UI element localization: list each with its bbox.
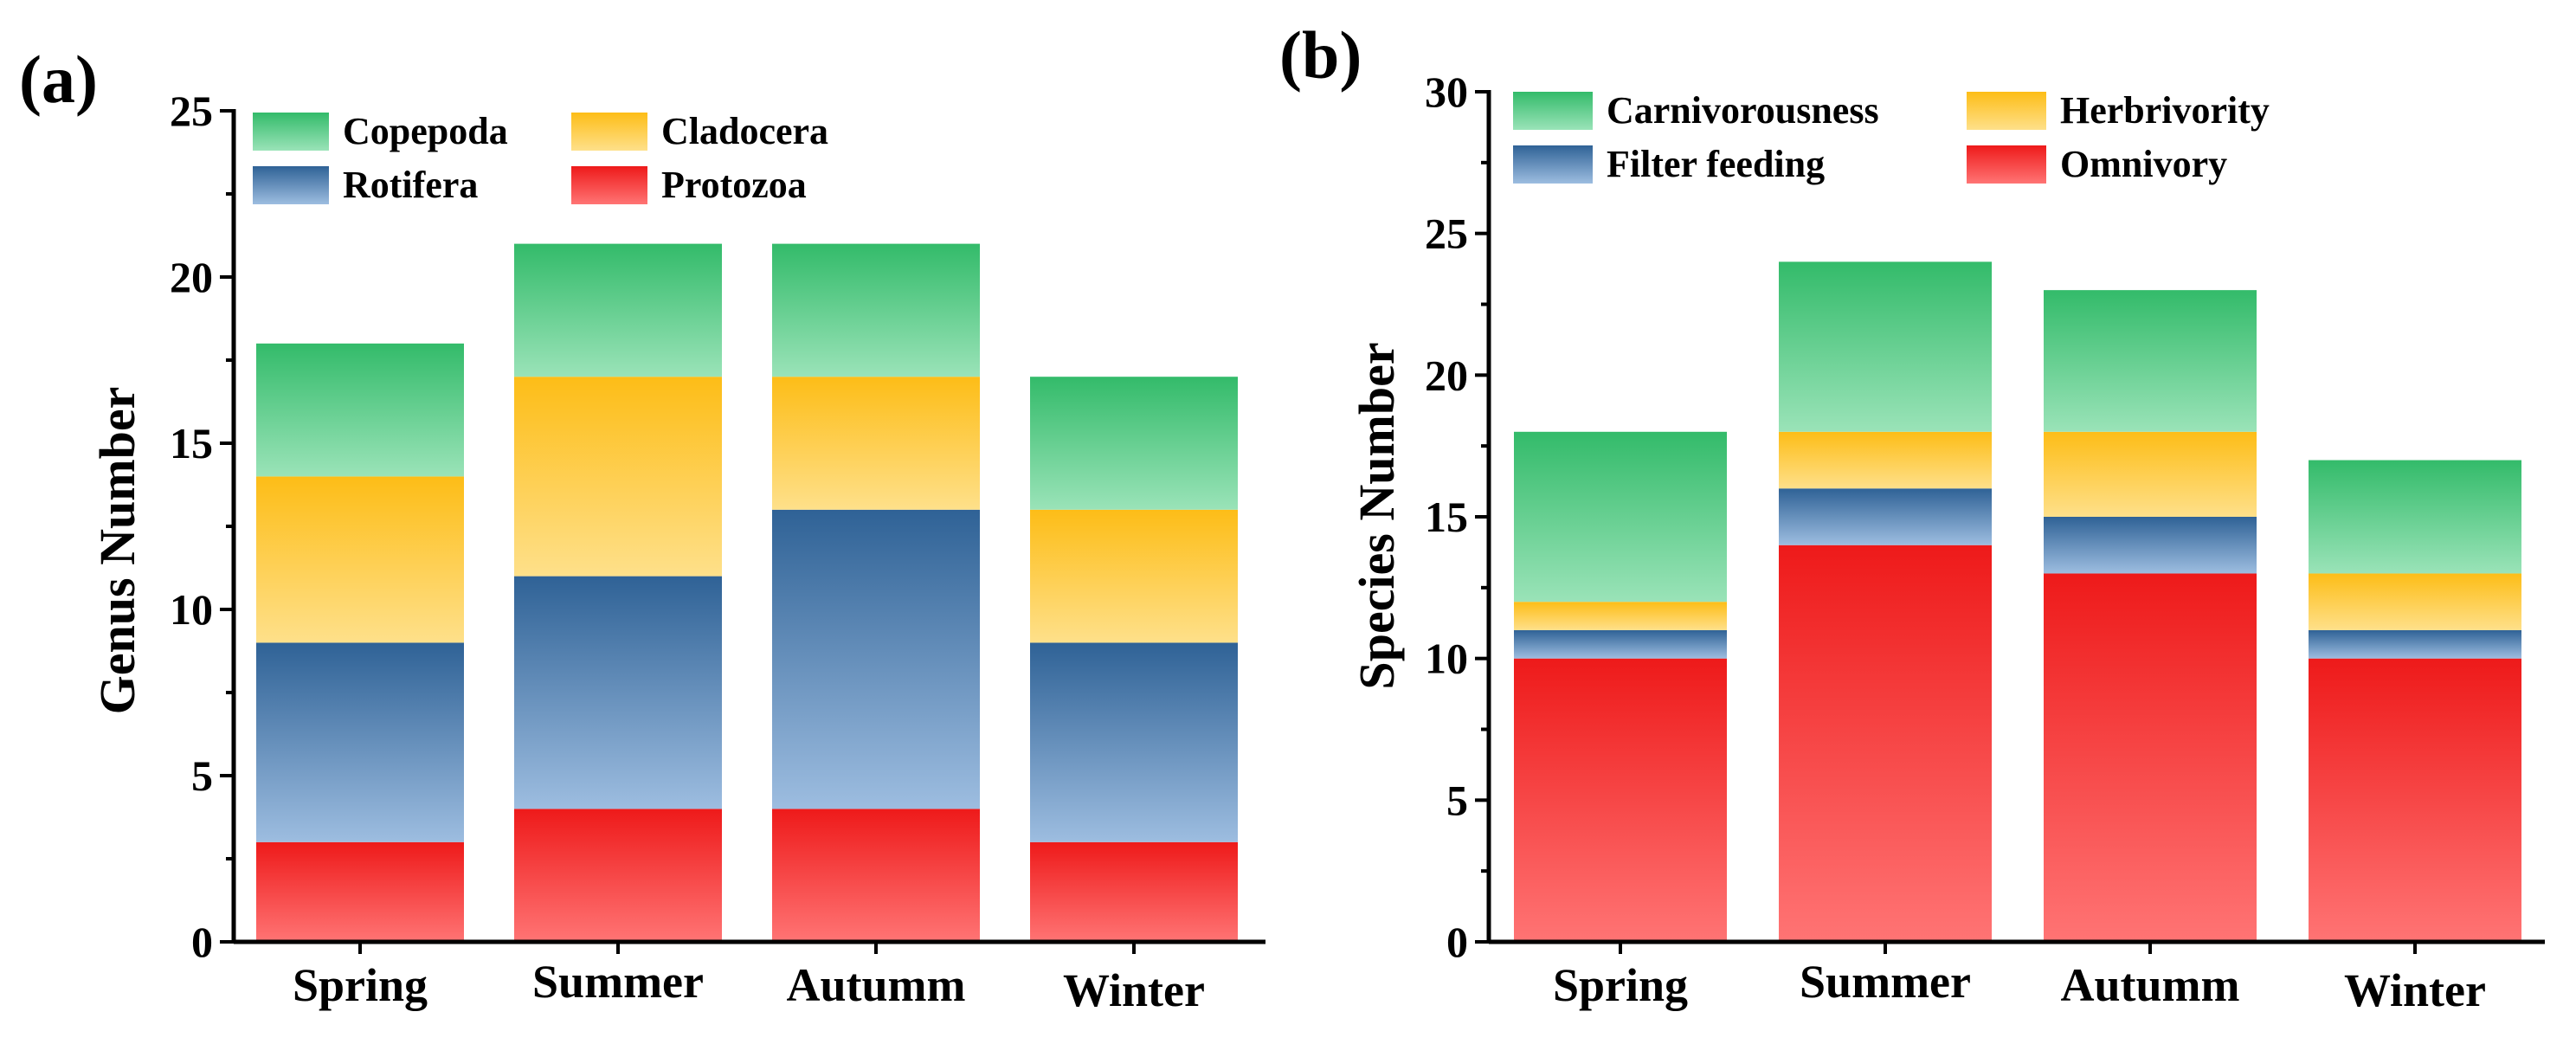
panel-label-a: (a) <box>19 42 98 117</box>
legend-swatch--b--omnivory <box>1967 145 2046 184</box>
bar--b--spring-carnivorousness <box>1514 431 1727 603</box>
legend-label--a--rotifera: Rotifera <box>343 164 478 206</box>
bar--a--autumm-copepoda <box>772 243 980 377</box>
legend-swatch--b--herbrivority <box>1967 92 2046 130</box>
legend-label--b--herbrivority: Herbrivority <box>2060 89 2270 132</box>
legend-swatch--a--rotifera <box>253 166 329 204</box>
x-tick-label--b--winter: Winter <box>2344 964 2486 1016</box>
bar--b--winter-omnivory <box>2309 658 2521 942</box>
axes-b: 0 5 10 15 20 25 30 Spring Summer Autumm Winter <box>1425 68 2545 1016</box>
bar--a--spring-rotifera <box>256 642 464 842</box>
y-tick-label--a--0: 0 <box>191 918 213 966</box>
bar--a--summer-cladocera <box>514 377 722 577</box>
bar--a--winter-copepoda <box>1030 377 1238 510</box>
bar--a--winter-rotifera <box>1030 642 1238 842</box>
legend-label--a--cladocera: Cladocera <box>661 110 828 152</box>
y-tick-label--b--4: 20 <box>1425 351 1468 399</box>
legend-swatch--a--protozoa <box>571 166 647 204</box>
bar--a--summer-copepoda <box>514 243 722 377</box>
bar--b--summer-omnivory <box>1779 545 1992 942</box>
y-tick-label--a--4: 20 <box>170 253 213 301</box>
bar--a--autumm-rotifera <box>772 509 980 809</box>
y-tick-label--a--3: 15 <box>170 419 213 467</box>
legend-label--b--omnivory: Omnivory <box>2060 143 2227 185</box>
bar--a--winter-cladocera <box>1030 509 1238 643</box>
bar--a--autumm-protozoa <box>772 809 980 942</box>
legend-swatch--a--cladocera <box>571 113 647 151</box>
bar--b--summer-filter-feeding <box>1779 488 1992 545</box>
bar--a--spring-copepoda <box>256 343 464 477</box>
legend-swatch--a--copepoda <box>253 113 329 151</box>
y-tick-label--a--1: 5 <box>191 751 213 800</box>
legend-label--b--filter-feeding: Filter feeding <box>1607 143 1825 185</box>
y-axis-title-b: Species Number <box>1349 342 1405 689</box>
x-tick-label--a--autumm: Autumm <box>786 959 965 1011</box>
y-tick-label--a--5: 25 <box>170 87 213 135</box>
bar--b--autumm-herbrivority <box>2044 431 2257 517</box>
bar--b--autumm-carnivorousness <box>2044 290 2257 432</box>
bar--a--spring-cladocera <box>256 476 464 643</box>
legend-label--a--copepoda: Copepoda <box>343 110 508 152</box>
x-tick-label--b--autumm: Autumm <box>2060 959 2239 1011</box>
bar--b--summer-carnivorousness <box>1779 261 1992 432</box>
legend-label--b--carnivorousness: Carnivorousness <box>1607 89 1879 132</box>
axes-a: 0 5 10 15 20 25 Spring Summer Autumm Winter <box>170 87 1265 1016</box>
y-axis-title-a: Genus Number <box>89 387 145 715</box>
x-tick-label--a--winter: Winter <box>1063 964 1205 1016</box>
panel-label-b: (b) <box>1279 17 1362 93</box>
panel-a: (a) Genus Number 0 5 10 15 20 25 Spring Summer A… <box>19 42 1265 1016</box>
bar--b--winter-herbrivority <box>2309 573 2521 630</box>
legend-a: Copepoda Cladocera Rotifera Protozoa <box>253 110 828 206</box>
y-tick-label--b--2: 10 <box>1425 635 1468 683</box>
bar--a--spring-protozoa <box>256 841 464 942</box>
y-tick-label--a--2: 10 <box>170 585 213 634</box>
legend-label--a--protozoa: Protozoa <box>661 164 807 206</box>
bar--b--spring-filter-feeding <box>1514 629 1727 659</box>
bar--b--summer-herbrivority <box>1779 431 1992 489</box>
x-tick-label--b--spring: Spring <box>1553 959 1688 1011</box>
bars-a <box>256 243 1238 942</box>
bar--b--spring-omnivory <box>1514 658 1727 942</box>
y-tick-label--b--1: 5 <box>1446 776 1468 824</box>
y-tick-label--b--6: 30 <box>1425 68 1468 116</box>
x-tick-label--b--summer: Summer <box>1800 956 1971 1008</box>
bar--b--winter-filter-feeding <box>2309 629 2521 659</box>
bar--a--winter-protozoa <box>1030 841 1238 942</box>
y-tick-label--b--0: 0 <box>1446 918 1468 966</box>
y-tick-label--b--5: 25 <box>1425 209 1468 258</box>
x-tick-label--a--spring: Spring <box>293 959 428 1011</box>
y-tick-label--b--3: 15 <box>1425 493 1468 541</box>
x-tick-label--a--summer: Summer <box>532 956 704 1008</box>
bar--b--autumm-filter-feeding <box>2044 517 2257 574</box>
bar--a--autumm-cladocera <box>772 377 980 510</box>
legend-swatch--b--carnivorousness <box>1513 92 1593 130</box>
bar--a--summer-protozoa <box>514 809 722 942</box>
bar--b--winter-carnivorousness <box>2309 460 2521 574</box>
panel-b: (b) Species Number 0 5 10 15 20 25 30 Spring Sum… <box>1279 17 2545 1016</box>
legend-b: Carnivorousness Herbrivority Filter feedin… <box>1513 89 2270 185</box>
bars-b <box>1514 261 2521 942</box>
bar--a--summer-rotifera <box>514 576 722 809</box>
bar--b--autumm-omnivory <box>2044 573 2257 942</box>
legend-swatch--b--filter-feeding <box>1513 145 1593 184</box>
bar--b--spring-herbrivority <box>1514 602 1727 630</box>
